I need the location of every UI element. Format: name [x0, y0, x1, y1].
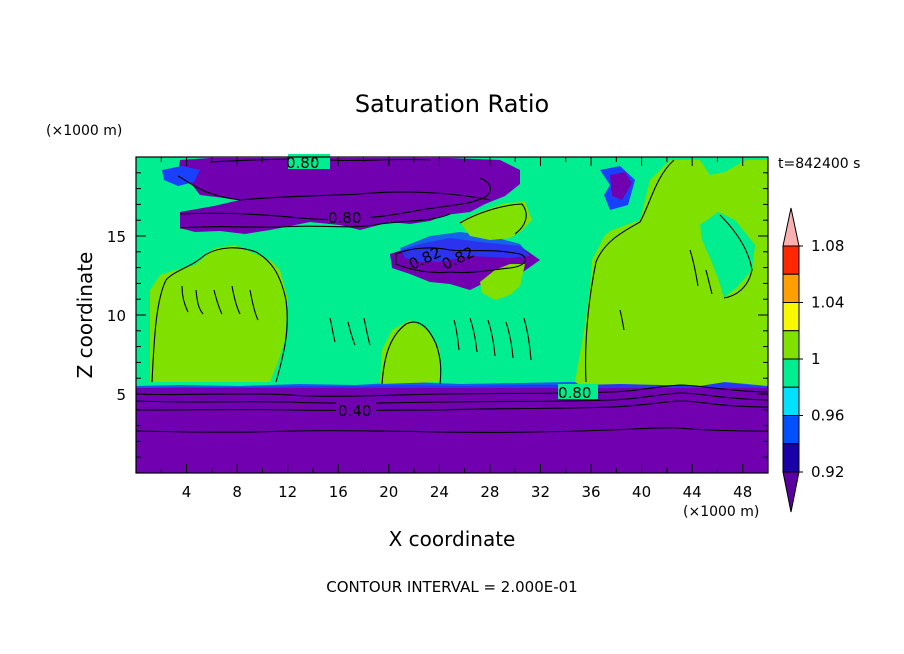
contour-lines: [135, 158, 769, 433]
supersat-dry-inset: [700, 212, 755, 298]
y-tick-label: 15: [107, 228, 126, 246]
x-tick-label: 48: [733, 483, 752, 501]
mid-blue-patch: [400, 232, 530, 262]
colorbar-band: [782, 273, 800, 303]
x-tick-label: 36: [581, 483, 600, 501]
supersat-region-upper-center: [460, 202, 532, 240]
contour-line: [453, 319, 460, 351]
contour-line: [231, 285, 241, 315]
colorbar-label: 0.92: [811, 463, 844, 481]
x-tick-label: 20: [379, 483, 398, 501]
plot-area: 0.80 0.80 0.80 0.40 0.82 0.82: [135, 154, 769, 474]
colorbar-band: [782, 302, 800, 332]
x-tick-label: 24: [430, 483, 449, 501]
contour-line: [347, 321, 356, 346]
y-unit-label: (×1000 m): [46, 123, 122, 139]
contour-line: [523, 317, 532, 361]
contour-line: [381, 321, 442, 385]
upper-purple-fringe-right: [610, 172, 632, 200]
contour-line: [487, 319, 496, 357]
colorbar-band: [782, 443, 800, 473]
contour-line: [689, 249, 699, 287]
axis-ticks: [136, 157, 768, 473]
lower-layer-lightblue-edge: [136, 376, 768, 388]
contour-line: [459, 203, 527, 235]
upper-blue-fringe-left: [162, 166, 200, 186]
contour-line: [249, 289, 259, 321]
contour-line: [505, 321, 514, 359]
contour-label-background: [288, 154, 330, 169]
contour-label: 0.80: [558, 384, 591, 402]
lower-dry-layer: [136, 378, 768, 473]
chart-title: Saturation Ratio: [355, 90, 549, 118]
x-axis-tick-labels: 4 8 12 16 20 24 28 32 36 40 44 48: [182, 483, 752, 501]
contour-label-background: [336, 402, 376, 417]
x-unit-label: (×1000 m): [683, 504, 759, 520]
contour-line: [719, 214, 753, 299]
x-tick-label: 4: [182, 483, 192, 501]
x-tick-label: 16: [329, 483, 348, 501]
colorbar-lower-arrow: [782, 471, 800, 513]
contour-line: [469, 317, 478, 353]
x-tick-label: 8: [232, 483, 242, 501]
x-tick-label: 28: [480, 483, 499, 501]
y-axis-tick-labels: 5 10 15: [107, 228, 126, 404]
contour-line: [619, 309, 625, 331]
y-tick-label: 10: [107, 307, 126, 325]
colorbar-band: [782, 330, 800, 360]
contour-line: [135, 392, 769, 404]
colorbar: [782, 207, 800, 513]
colorbar-upper-arrow: [782, 207, 800, 247]
y-tick-label: 5: [116, 386, 126, 404]
contour-label-background: [328, 209, 370, 224]
contour-label: 0.80: [286, 154, 319, 172]
contour-line: [135, 427, 769, 433]
contour-line: [195, 289, 204, 315]
y-axis-title: Z coordinate: [73, 252, 97, 379]
supersat-region-left: [150, 245, 288, 382]
colorbar-band: [782, 245, 800, 275]
x-tick-label: 40: [632, 483, 651, 501]
contour-label: 0.40: [338, 402, 371, 420]
contour-line: [151, 247, 288, 383]
colorbar-labels: 1.08 1.04 1 0.96 0.92: [799, 237, 844, 481]
contour-line: [179, 177, 491, 221]
x-axis-title: X coordinate: [389, 527, 516, 551]
contour-label: 0.80: [328, 209, 361, 227]
contour-line: [135, 384, 769, 397]
contour-line: [705, 269, 713, 295]
contour-line: [177, 175, 491, 201]
colorbar-band: [782, 358, 800, 388]
supersat-region-mid: [480, 264, 525, 300]
contour-line: [363, 317, 371, 346]
contour-interval-footer: CONTOUR INTERVAL = 2.000E-01: [326, 578, 577, 596]
colorbar-label: 1: [811, 350, 821, 368]
contour-line: [135, 400, 769, 411]
time-label: t=842400 s: [778, 156, 860, 172]
contour-line: [181, 285, 189, 313]
contour-line: [179, 213, 451, 229]
colorbar-label: 0.96: [811, 407, 844, 425]
colorbar-band: [782, 415, 800, 445]
contour-line: [213, 289, 223, 315]
colorbar-label: 1.08: [811, 237, 844, 255]
x-tick-label: 44: [683, 483, 702, 501]
contour-line: [395, 247, 526, 274]
contour-line: [329, 317, 336, 343]
contour-line: [585, 159, 675, 383]
x-tick-label: 12: [278, 483, 297, 501]
x-tick-label: 32: [531, 483, 550, 501]
colorbar-label: 1.04: [811, 294, 844, 312]
colorbar-band: [782, 386, 800, 416]
contour-label-background: [558, 384, 598, 399]
